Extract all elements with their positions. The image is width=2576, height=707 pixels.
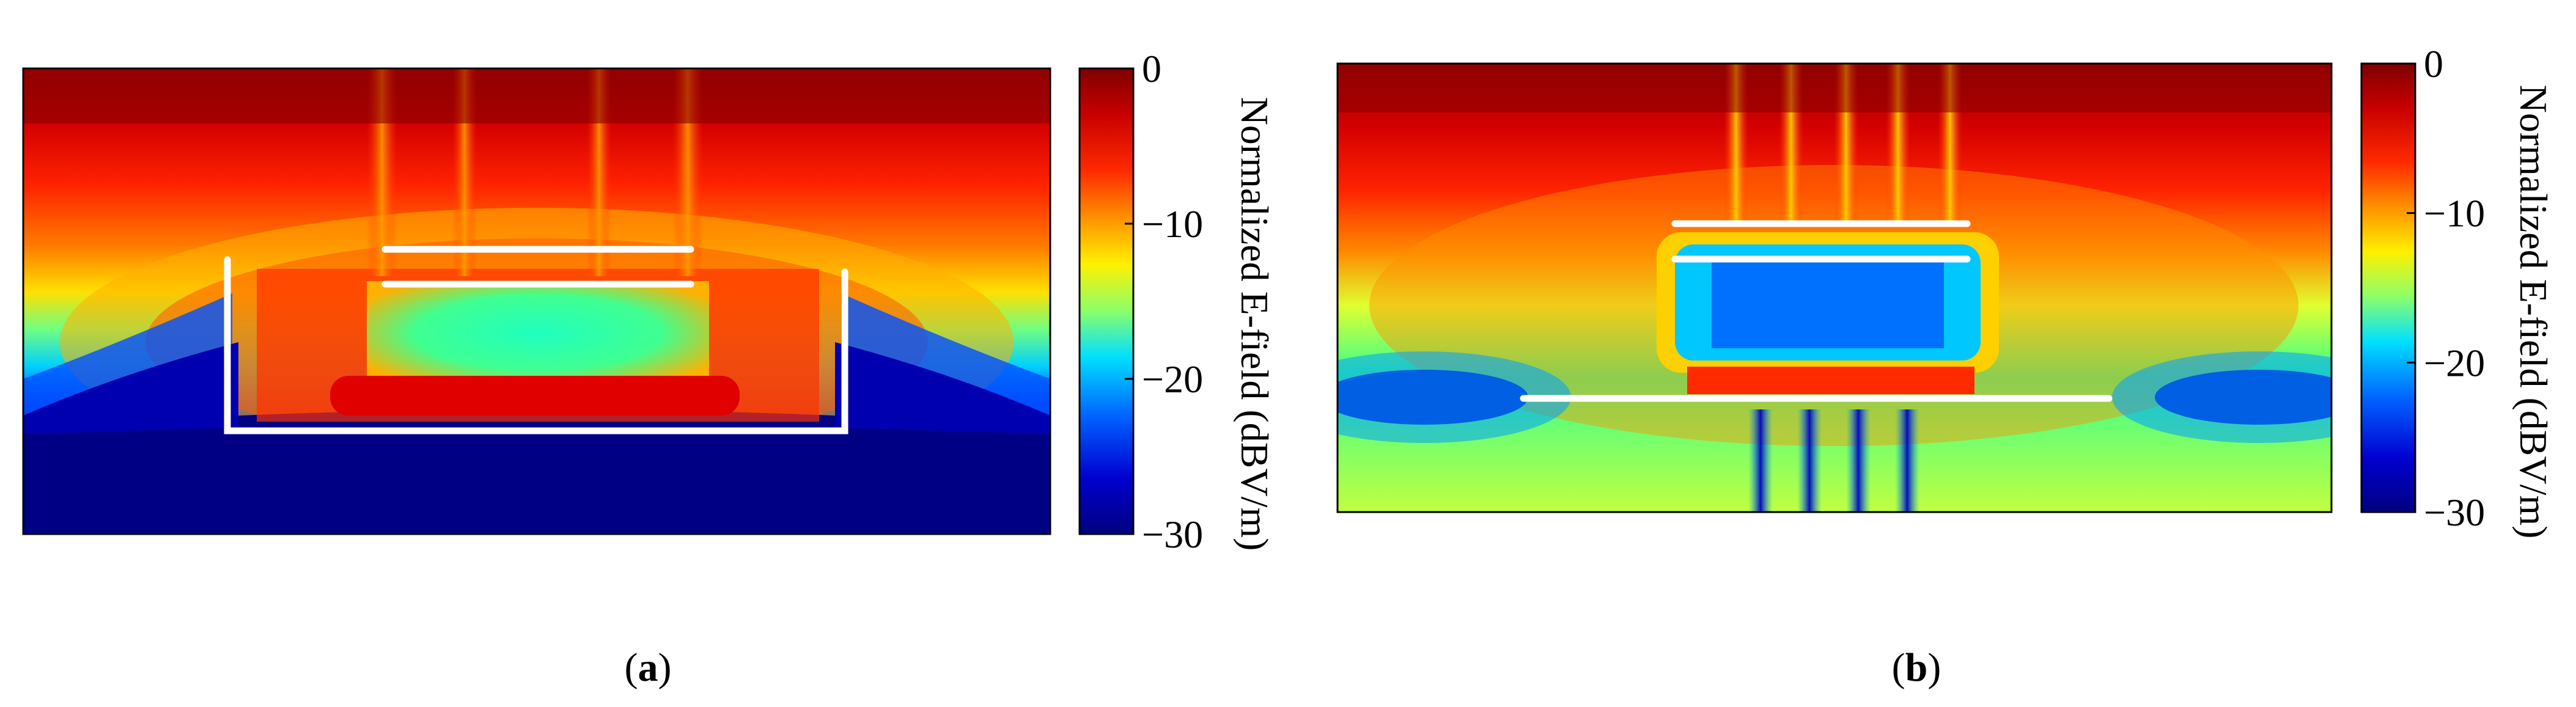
colorbar-label-a: Normalized E-field (dBV/m) xyxy=(1233,97,1276,551)
colorbar-tick-label-b: −30 xyxy=(2424,491,2485,534)
colorbar-a: 0 −10 −20 −30 xyxy=(1078,47,1203,556)
caption-b: (b) xyxy=(1891,645,1941,690)
plot-frame-b xyxy=(1336,62,2333,513)
colorbar-tick-label-b: 0 xyxy=(2424,42,2443,86)
colorbar-tick-label-b: −10 xyxy=(2424,192,2485,235)
colorbar-tick-label-a: −20 xyxy=(1142,357,1203,401)
antenna-structure-a xyxy=(224,246,848,434)
colorbar-label-b: Normalized E-field (dBV/m) xyxy=(2512,84,2555,539)
plot-frame-a xyxy=(22,67,1051,535)
heatmap-b-figure: 0 −10 −20 −30 xyxy=(1336,42,2485,534)
caption-letter-b: b xyxy=(1905,645,1928,690)
field-map-b xyxy=(1338,64,2331,512)
colorbar-gradient-a xyxy=(1078,67,1135,535)
panel-b: 0 −10 −20 −30 Normalized E-field (dBV/m) (b… xyxy=(1308,0,2576,707)
colorbar-tick-label-a: −10 xyxy=(1142,202,1203,246)
colorbar-tick-label-a: −30 xyxy=(1142,513,1203,556)
colorbar-tick-label-b: −20 xyxy=(2424,341,2485,384)
colorbar-b: 0 −10 −20 −30 xyxy=(2360,42,2485,534)
caption-a: (a) xyxy=(624,645,672,690)
antenna-structure-b xyxy=(1520,220,2113,402)
panel-a: 0 −10 −20 −30 Normalized E-field (dBV/m) (a… xyxy=(22,47,1276,690)
colorbar-gradient-b xyxy=(2360,62,2416,513)
heatmap-a-figure: 0 −10 −20 −30 xyxy=(22,47,1203,556)
colorbar-ticks-b: 0 −10 −20 −30 xyxy=(2407,42,2485,534)
caption-letter-a: a xyxy=(638,645,658,690)
field-map-a xyxy=(23,68,1050,534)
reflector-cup-a xyxy=(224,256,848,434)
colorbar-ticks-a: 0 −10 −20 −30 xyxy=(1125,47,1203,556)
colorbar-tick-label-a: 0 xyxy=(1142,47,1161,90)
